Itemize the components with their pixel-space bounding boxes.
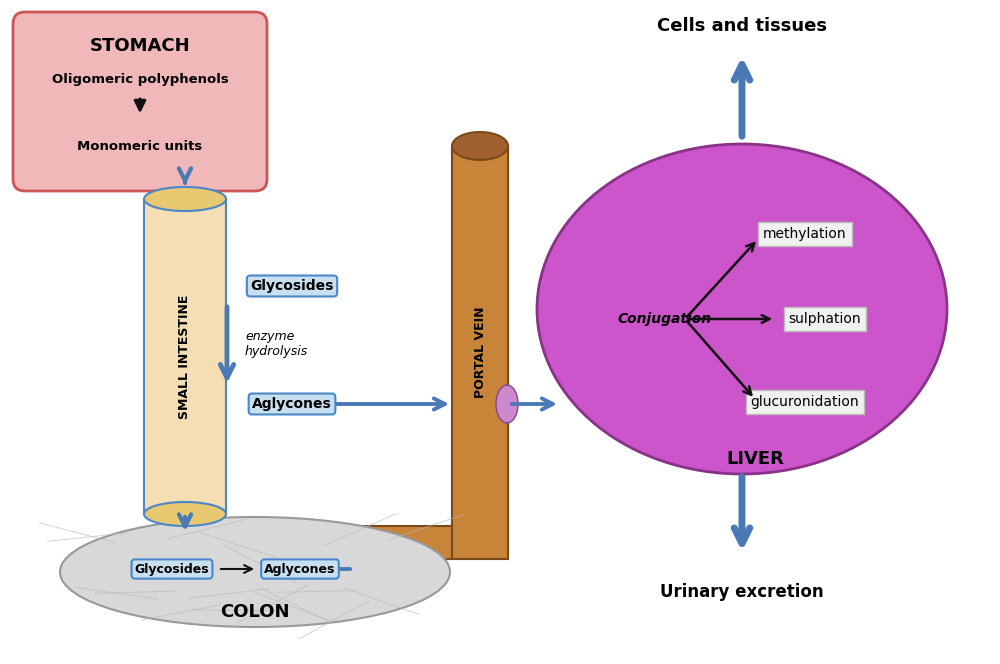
FancyBboxPatch shape xyxy=(13,12,267,191)
Ellipse shape xyxy=(144,187,226,211)
Text: Glycosides: Glycosides xyxy=(250,279,334,293)
Text: Aglycones: Aglycones xyxy=(252,397,332,411)
Bar xyxy=(315,526,452,559)
Text: SMALL INTESTINE: SMALL INTESTINE xyxy=(178,294,192,419)
Bar xyxy=(452,146,508,559)
Text: glucuronidation: glucuronidation xyxy=(751,395,859,409)
Text: Oligomeric polyphenols: Oligomeric polyphenols xyxy=(52,72,228,86)
Text: STOMACH: STOMACH xyxy=(90,37,190,55)
Text: Monomeric units: Monomeric units xyxy=(77,139,203,153)
Text: Urinary excretion: Urinary excretion xyxy=(660,583,824,601)
Text: PORTAL VEIN: PORTAL VEIN xyxy=(474,307,486,398)
Ellipse shape xyxy=(496,385,518,423)
Text: COLON: COLON xyxy=(220,603,290,621)
Ellipse shape xyxy=(144,502,226,526)
Ellipse shape xyxy=(60,517,450,627)
Text: enzyme
hydrolysis: enzyme hydrolysis xyxy=(245,330,308,358)
Text: Aglycones: Aglycones xyxy=(264,562,336,576)
Bar xyxy=(144,199,226,514)
Text: Conjugation: Conjugation xyxy=(618,312,712,326)
Text: Glycosides: Glycosides xyxy=(135,562,209,576)
Text: methylation: methylation xyxy=(763,227,847,241)
Ellipse shape xyxy=(452,132,508,160)
Ellipse shape xyxy=(537,144,947,474)
Text: sulphation: sulphation xyxy=(789,312,861,326)
Text: Cells and tissues: Cells and tissues xyxy=(657,17,827,35)
Text: LIVER: LIVER xyxy=(726,450,784,468)
